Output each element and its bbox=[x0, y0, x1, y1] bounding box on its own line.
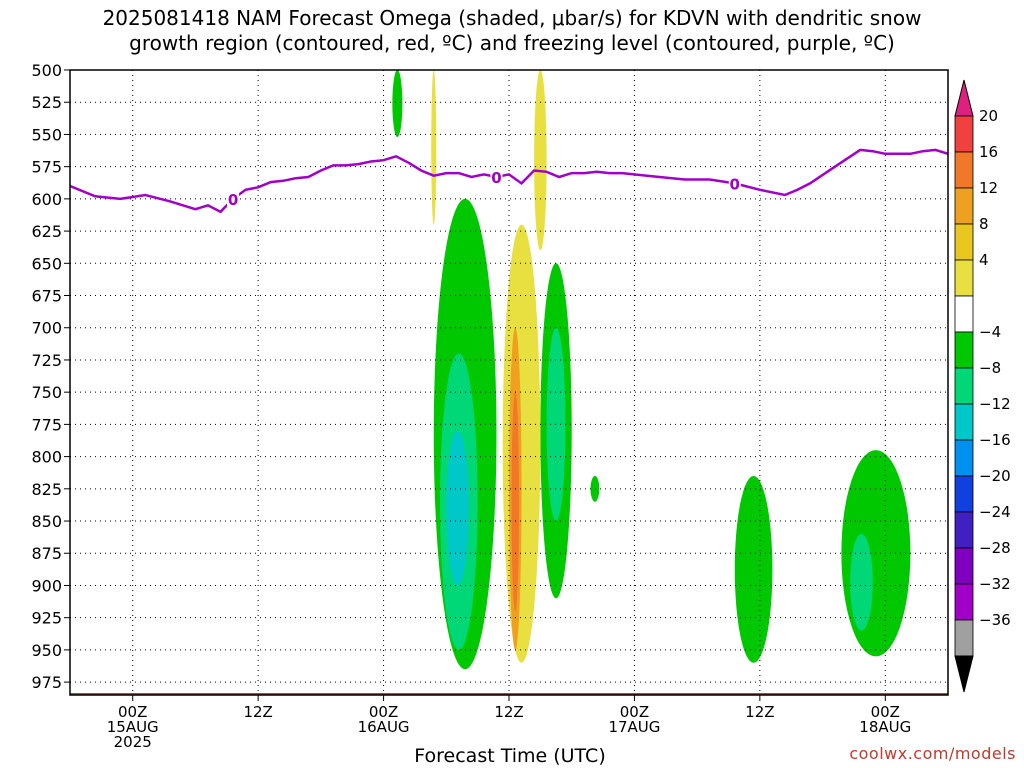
colorbar-band-9 bbox=[954, 403, 974, 441]
xtick-label-2-0: 00Z bbox=[369, 703, 398, 721]
ground-layer bbox=[70, 693, 948, 695]
ytick-label-975: 975 bbox=[31, 673, 62, 692]
colorbar-band-8 bbox=[954, 367, 974, 405]
ytick-label-850: 850 bbox=[31, 512, 62, 531]
colorbar-band-6 bbox=[954, 295, 974, 333]
colorbar-label-11: −28 bbox=[979, 539, 1011, 557]
omega-region-8 bbox=[502, 224, 541, 663]
ytick-label-775: 775 bbox=[31, 415, 62, 434]
colorbar-band-4 bbox=[954, 223, 974, 261]
ytick-label-700: 700 bbox=[31, 319, 62, 338]
omega-region-14 bbox=[850, 533, 873, 631]
ytick-label-925: 925 bbox=[31, 609, 62, 628]
ytick-label-825: 825 bbox=[31, 480, 62, 499]
colorbar-label-1: 16 bbox=[979, 143, 998, 161]
colorbar-band-5 bbox=[954, 259, 974, 297]
omega-region-11 bbox=[590, 475, 600, 502]
omega-region-7 bbox=[546, 327, 566, 522]
chart-title: 2025081418 NAM Forecast Omega (shaded, μ… bbox=[0, 6, 1024, 56]
colorbar-band-2 bbox=[954, 151, 974, 189]
xtick-label-2-1: 16AUG bbox=[358, 718, 410, 736]
colorbar-label-10: −24 bbox=[979, 503, 1011, 521]
ytick-label-525: 525 bbox=[31, 93, 62, 112]
ytick-label-800: 800 bbox=[31, 448, 62, 467]
colorbar-label-13: −36 bbox=[979, 611, 1011, 629]
chart-title-line2: growth region (contoured, red, ºC) and f… bbox=[129, 31, 895, 55]
colorbar: 20 16 12 8 4 −4 −8 −12 −16 −20 −24 −28 −32 −36 bbox=[954, 79, 1011, 693]
chart-title-line1: 2025081418 NAM Forecast Omega (shaded, μ… bbox=[102, 6, 922, 30]
ytick-label-725: 725 bbox=[31, 351, 62, 370]
ytick-label-575: 575 bbox=[31, 158, 62, 177]
omega-region-0 bbox=[392, 70, 403, 138]
ytick-label-500: 500 bbox=[31, 61, 62, 80]
ytick-label-950: 950 bbox=[31, 641, 62, 660]
omega-region-12 bbox=[734, 475, 773, 663]
xtick-label-4-0: 00Z bbox=[620, 703, 649, 721]
colorbar-label-8: −16 bbox=[979, 431, 1011, 449]
freezing-label-bg-0 bbox=[227, 189, 240, 207]
colorbar-label-6: −8 bbox=[979, 359, 1001, 377]
omega-shading bbox=[392, 69, 911, 670]
freezing-level-label-0: 0 bbox=[228, 191, 238, 209]
colorbar-label-4: 4 bbox=[979, 251, 989, 269]
colorbar-band-13 bbox=[954, 547, 974, 585]
ytick-label-600: 600 bbox=[31, 190, 62, 209]
colorbar-band-12 bbox=[954, 511, 974, 549]
freezing-level-contour: 0 0 0 bbox=[69, 148, 949, 214]
colorbar-label-2: 12 bbox=[979, 179, 998, 197]
freezing-level-line bbox=[69, 148, 949, 214]
ground-band bbox=[70, 693, 948, 695]
omega-region-5 bbox=[446, 430, 469, 586]
omega-region-2 bbox=[534, 70, 547, 251]
xtick-label-6-1: 18AUG bbox=[859, 718, 911, 736]
colorbar-label-5: −4 bbox=[979, 323, 1001, 341]
ytick-label-650: 650 bbox=[31, 254, 62, 273]
xtick-label-0-0: 00Z bbox=[118, 703, 147, 721]
colorbar-label-3: 8 bbox=[979, 215, 989, 233]
colorbar-band-3 bbox=[954, 187, 974, 225]
ytick-label-550: 550 bbox=[31, 125, 62, 144]
y-axis: 500 525 550 575 600 625 650 675 700 725 750 775 800 8… bbox=[31, 61, 70, 692]
grid-lines bbox=[70, 69, 948, 695]
colorbar-band-0 bbox=[954, 79, 974, 117]
colorbar-label-0: 20 bbox=[979, 107, 998, 125]
x-axis-title: Forecast Time (UTC) bbox=[414, 745, 606, 767]
omega-region-1 bbox=[431, 69, 437, 225]
xtick-label-6-0: 00Z bbox=[871, 703, 900, 721]
freezing-label-bg-2 bbox=[728, 174, 741, 192]
colorbar-band-1 bbox=[954, 115, 974, 153]
ytick-label-675: 675 bbox=[31, 287, 62, 306]
ytick-label-900: 900 bbox=[31, 576, 62, 595]
xtick-label-1-0: 12Z bbox=[243, 703, 272, 721]
xtick-label-3-0: 12Z bbox=[494, 703, 523, 721]
freezing-level-label-2: 0 bbox=[730, 175, 740, 193]
ytick-label-875: 875 bbox=[31, 544, 62, 563]
colorbar-band-11 bbox=[954, 475, 974, 513]
omega-region-10 bbox=[511, 392, 520, 612]
credit-text: coolwx.com/models bbox=[849, 744, 1016, 763]
colorbar-band-7 bbox=[954, 331, 974, 369]
xtick-label-0-2: 2025 bbox=[114, 733, 152, 751]
xtick-label-5-0: 12Z bbox=[745, 703, 774, 721]
xtick-label-4-1: 17AUG bbox=[608, 718, 660, 736]
colorbar-band-14 bbox=[954, 583, 974, 621]
colorbar-band-15 bbox=[954, 619, 974, 657]
colorbar-label-12: −32 bbox=[979, 575, 1011, 593]
colorbar-label-7: −12 bbox=[979, 395, 1011, 413]
freezing-label-bg-1 bbox=[490, 167, 503, 185]
colorbar-band-10 bbox=[954, 439, 974, 477]
freezing-level-label-1: 0 bbox=[491, 169, 501, 187]
xtick-label-0-1: 15AUG bbox=[107, 718, 159, 736]
colorbar-band-16 bbox=[954, 655, 974, 693]
colorbar-label-9: −20 bbox=[979, 467, 1011, 485]
ytick-label-750: 750 bbox=[31, 383, 62, 402]
ytick-label-625: 625 bbox=[31, 222, 62, 241]
